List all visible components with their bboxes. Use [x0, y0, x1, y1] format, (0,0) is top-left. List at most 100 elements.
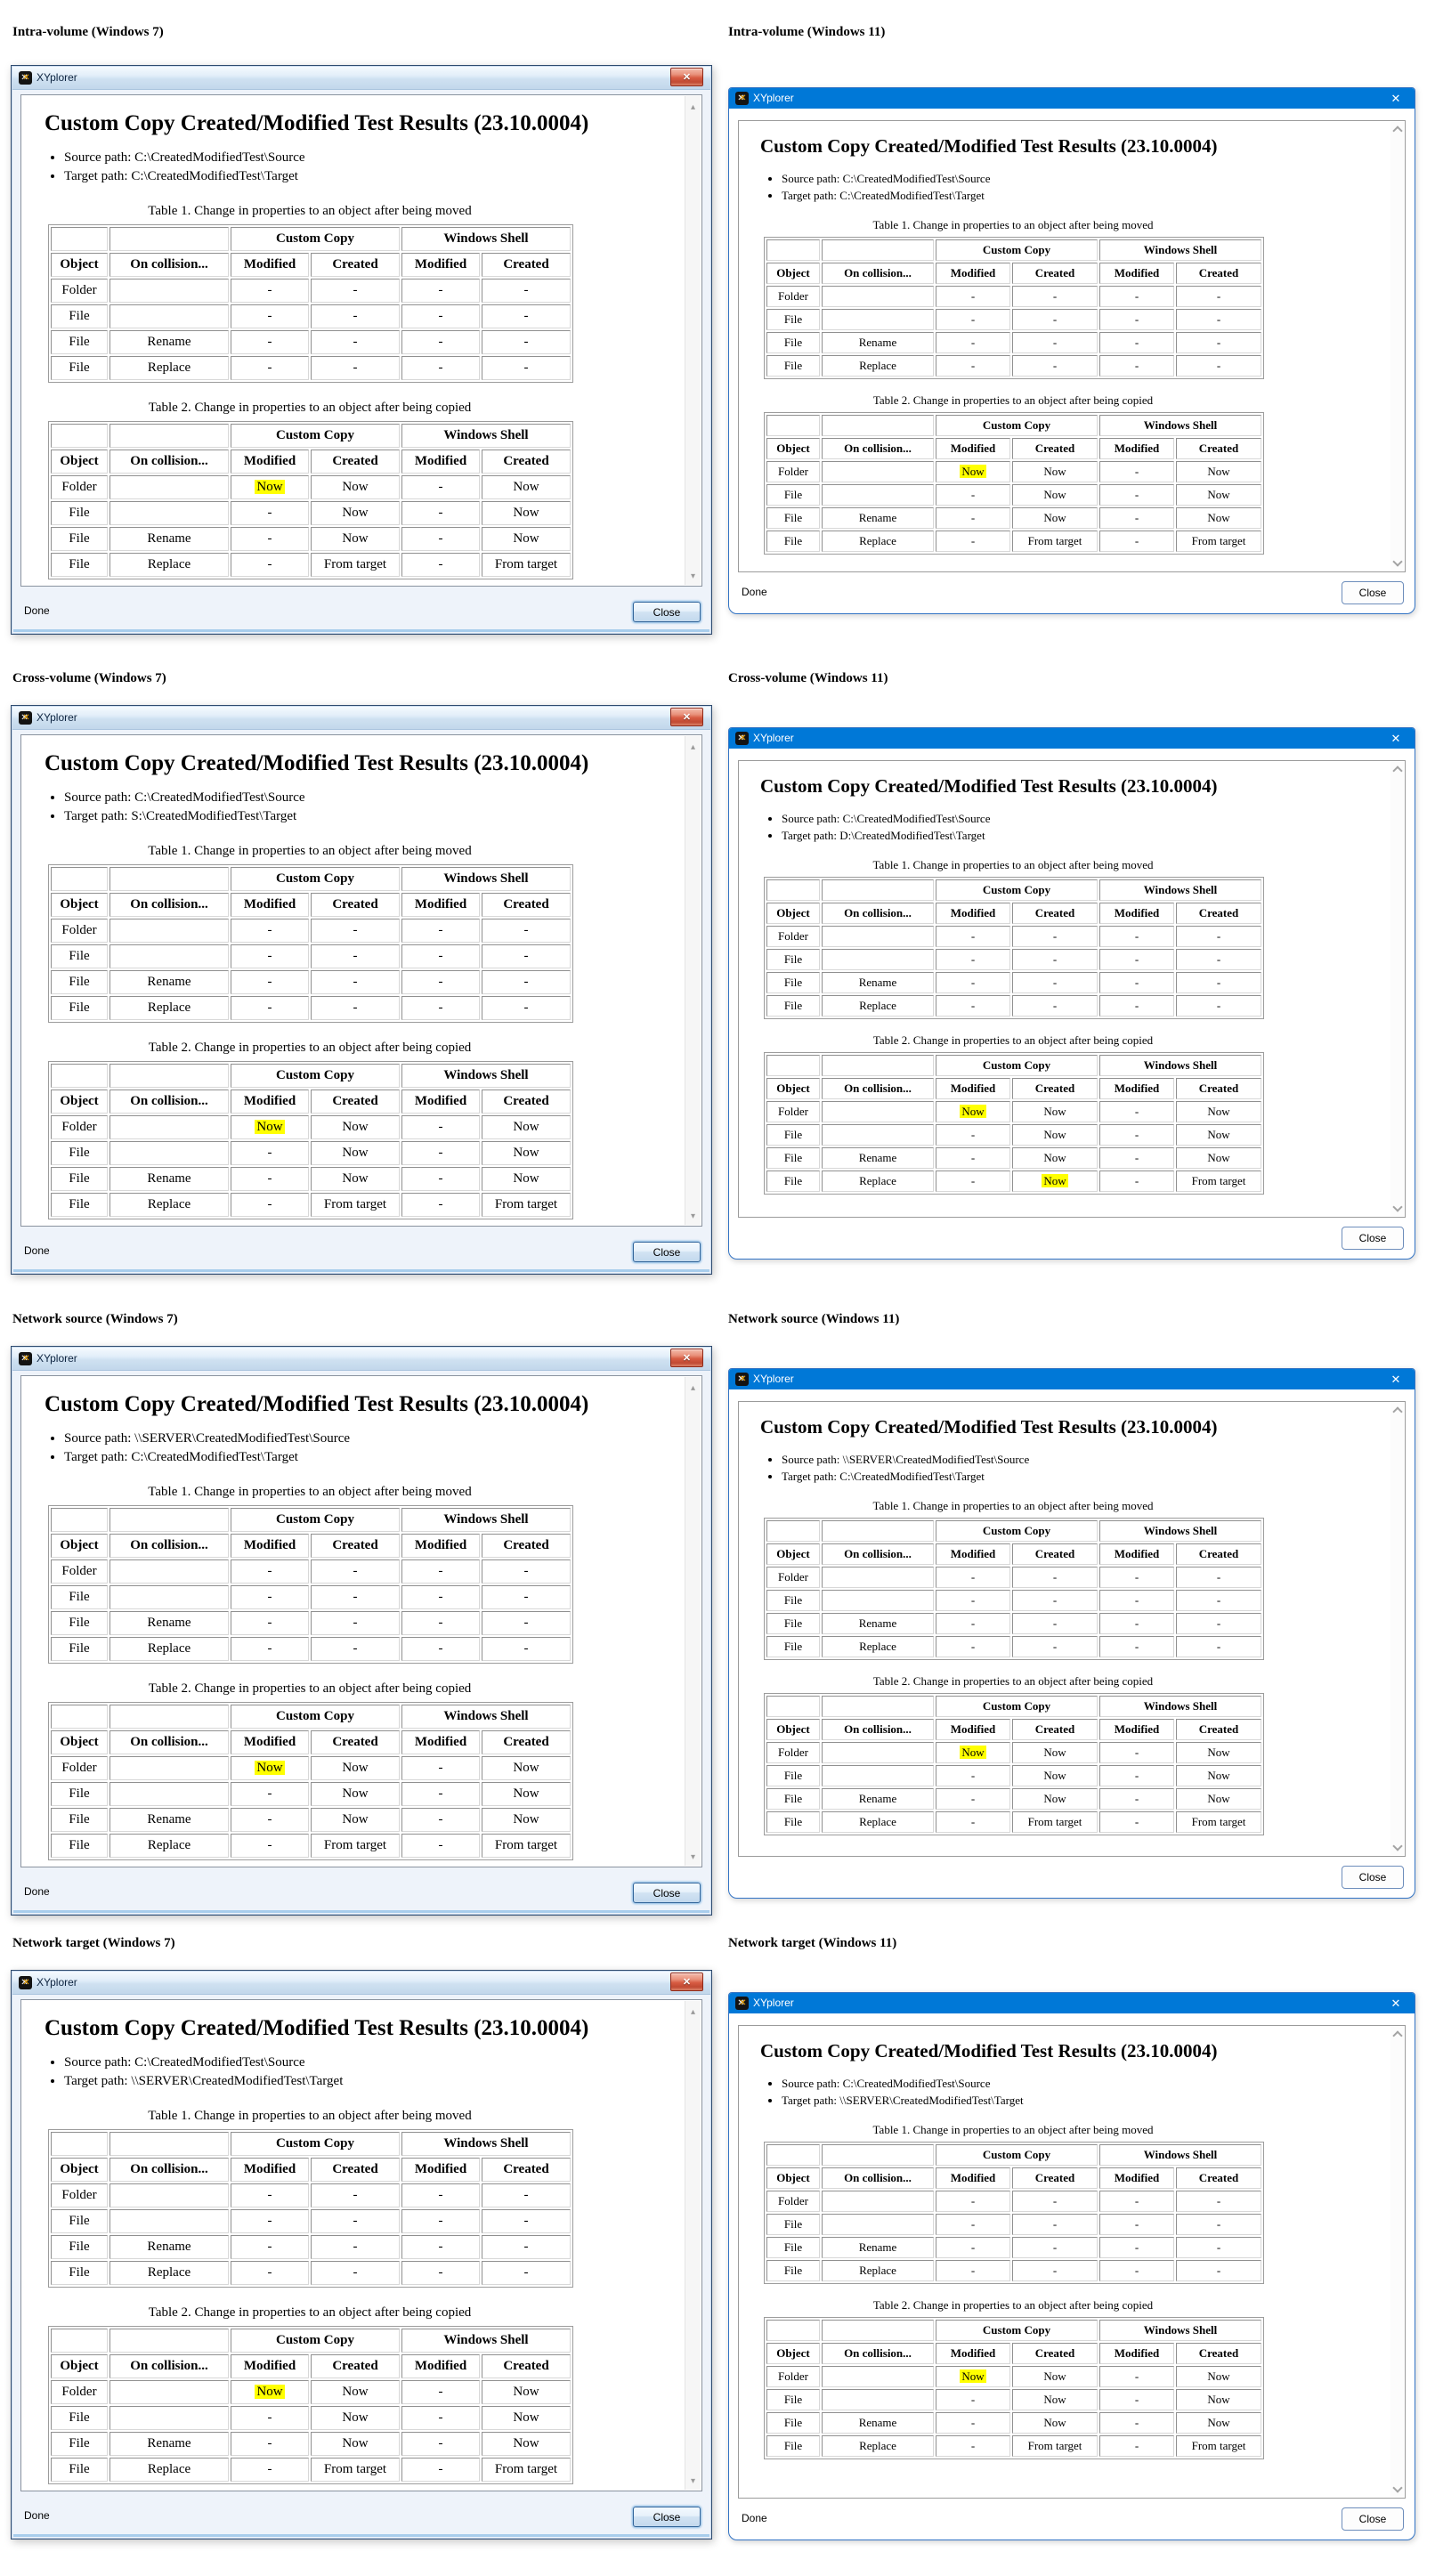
window-title: XYplorer [753, 732, 794, 744]
close-button[interactable]: Close [633, 1242, 701, 1262]
close-button[interactable]: Close [1342, 1227, 1404, 1250]
table-row: Folder - - - - [51, 1559, 571, 1584]
close-window-button[interactable]: ✕ [1379, 88, 1413, 109]
titlebar[interactable]: ✕ ✕ XYplorer ✕ [729, 1369, 1415, 1389]
collision-cell: Replace [822, 355, 934, 377]
moved-table-block: Table 1. Change in properties to an obje… [48, 204, 701, 383]
cell-value: - [438, 2462, 443, 2476]
cell-value: - [1052, 1640, 1058, 1653]
scrollbar[interactable]: ▴ ▾ [685, 2001, 701, 2490]
value-cell: - [231, 279, 309, 303]
scrollbar[interactable]: ▴ ▾ [685, 96, 701, 585]
close-button[interactable]: Close [633, 1883, 701, 1903]
group-header-row: Custom Copy Windows Shell [766, 1055, 1261, 1076]
scrollbar[interactable]: ▴ ▾ [1390, 762, 1404, 1216]
collision-cell [822, 309, 934, 330]
group-header: Windows Shell [401, 2132, 571, 2156]
scroll-up-icon[interactable]: ▴ [690, 102, 696, 112]
value-cell: Now [1176, 1147, 1261, 1169]
empty-cell [109, 424, 229, 448]
scrollbar[interactable]: ▴ ▾ [1390, 2027, 1404, 2497]
collision-cell: Replace [109, 996, 229, 1020]
close-window-button[interactable]: ✕ [1379, 1369, 1413, 1389]
value-cell: Now [482, 1756, 571, 1780]
scroll-down-icon[interactable]: ▾ [1390, 1200, 1404, 1214]
value-cell: - [311, 2235, 400, 2259]
close-window-button[interactable]: ✕ [1379, 728, 1413, 749]
titlebar[interactable]: ✕ ✕ XYplorer ✕ [12, 1348, 710, 1371]
scroll-up-icon[interactable]: ▴ [1390, 124, 1404, 138]
close-button[interactable]: Close [1342, 2507, 1404, 2531]
close-window-button[interactable]: ✕ [670, 1973, 703, 1991]
object-cell: File [766, 1124, 820, 1146]
close-window-button[interactable]: ✕ [1379, 1993, 1413, 2013]
cell-value: - [353, 975, 358, 989]
value-cell: - [1099, 1636, 1174, 1657]
value-cell: - [311, 2183, 400, 2207]
object-cell: File [51, 944, 108, 968]
titlebar[interactable]: ✕ ✕ XYplorer ✕ [12, 67, 710, 90]
cell-value: Now [1207, 1792, 1230, 1805]
scroll-down-icon[interactable]: ▾ [1390, 555, 1404, 569]
table-caption: Table 2. Change in properties to an obje… [148, 1041, 472, 1055]
value-cell: - [231, 501, 309, 525]
titlebar[interactable]: ✕ ✕ XYplorer ✕ [729, 88, 1415, 109]
close-window-button[interactable]: ✕ [670, 1349, 703, 1367]
scrollbar[interactable]: ▴ ▾ [1390, 1403, 1404, 1855]
titlebar[interactable]: ✕ ✕ XYplorer ✕ [729, 728, 1415, 749]
value-cell: Now [1176, 1101, 1261, 1122]
copied-table-block: Table 2. Change in properties to an obje… [48, 2305, 701, 2484]
table-row: File Replace - Now - From target [766, 1171, 1261, 1192]
scrollbar[interactable]: ▴ ▾ [685, 1377, 701, 1866]
scroll-up-icon[interactable]: ▴ [690, 2007, 696, 2017]
path-list: Source path: C:\CreatedModifiedTest\Sour… [766, 2075, 1405, 2109]
value-cell: - [231, 1611, 309, 1635]
column-header: Modified [936, 903, 1010, 924]
scrollbar[interactable]: ▴ ▾ [1390, 122, 1404, 571]
collision-cell: Replace [822, 995, 934, 1017]
empty-cell [109, 227, 229, 251]
titlebar[interactable]: ✕ ✕ XYplorer ✕ [12, 1972, 710, 1995]
collision-cell [109, 501, 229, 525]
scroll-down-icon[interactable]: ▾ [690, 2476, 696, 2486]
collision-cell: Rename [109, 2235, 229, 2259]
object-cell: Folder [766, 926, 820, 947]
scroll-up-icon[interactable]: ▴ [1390, 2029, 1404, 2043]
cell-value: Now [1043, 2393, 1066, 2406]
cell-value: Now [1043, 1128, 1066, 1141]
column-header: Object [766, 438, 820, 459]
close-button[interactable]: Close [1342, 1866, 1404, 1889]
scroll-down-icon[interactable]: ▾ [690, 1211, 696, 1221]
group-header-row: Custom Copy Windows Shell [51, 1508, 571, 1532]
close-button[interactable]: Close [1342, 581, 1404, 604]
scroll-down-icon[interactable]: ▾ [690, 1852, 696, 1862]
close-window-button[interactable]: ✕ [670, 708, 703, 726]
scroll-up-icon[interactable]: ▴ [1390, 1405, 1404, 1419]
scroll-down-icon[interactable]: ▾ [1390, 1839, 1404, 1853]
scroll-down-icon[interactable]: ▾ [690, 571, 696, 581]
scroll-up-icon[interactable]: ▴ [1390, 764, 1404, 778]
highlighted-value: Now [255, 1120, 285, 1134]
cell-value: - [353, 2214, 358, 2228]
table-row: File - - - - [51, 304, 571, 328]
scroll-down-icon[interactable]: ▾ [1390, 2481, 1404, 2495]
object-cell: Folder [766, 1742, 820, 1763]
scrollbar[interactable]: ▴ ▾ [685, 736, 701, 1225]
cell-value: - [438, 975, 443, 989]
close-button[interactable]: Close [633, 602, 701, 622]
cell-value: Now [342, 480, 369, 494]
titlebar[interactable]: ✕ ✕ XYplorer ✕ [12, 707, 710, 730]
group-header-row: Custom Copy Windows Shell [51, 2329, 571, 2353]
scroll-up-icon[interactable]: ▴ [690, 1383, 696, 1393]
close-window-button[interactable]: ✕ [670, 68, 703, 86]
value-cell: From target [1012, 2435, 1098, 2457]
collision-cell [109, 1782, 229, 1806]
window-title: XYplorer [753, 1997, 794, 2009]
source-path: Source path: C:\CreatedModifiedTest\Sour… [782, 2075, 1405, 2092]
scroll-up-icon[interactable]: ▴ [690, 742, 696, 752]
titlebar[interactable]: ✕ ✕ XYplorer ✕ [729, 1993, 1415, 2013]
empty-cell [822, 2144, 934, 2166]
cell-value: Now [513, 480, 539, 494]
column-header: Modified [1099, 263, 1174, 284]
close-button[interactable]: Close [633, 2507, 701, 2527]
